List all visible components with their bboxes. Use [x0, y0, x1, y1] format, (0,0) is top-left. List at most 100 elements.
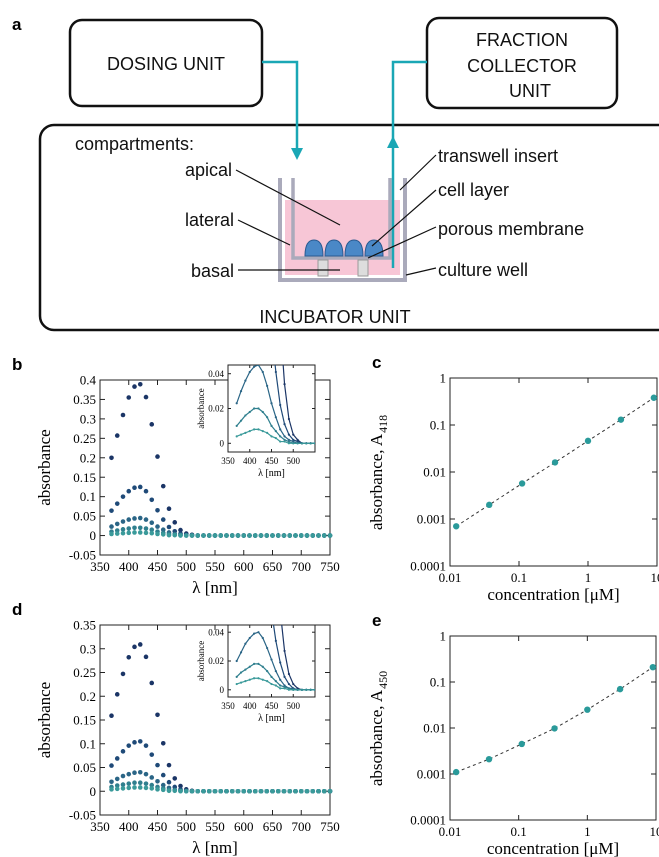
data-point — [132, 485, 137, 491]
data-point — [310, 788, 316, 794]
y-tick-label: 0.2 — [80, 450, 96, 465]
data-point — [244, 333, 246, 335]
data-point — [252, 533, 258, 538]
data-point — [344, 442, 346, 444]
x-tick-label: 350 — [221, 456, 235, 466]
data-point — [344, 689, 346, 691]
data-point — [236, 611, 238, 613]
data-point — [340, 689, 342, 691]
data-point — [397, 689, 399, 691]
x-tick-label: 0.1 — [511, 570, 527, 585]
data-point — [316, 788, 321, 794]
y-axis-label: absorbance — [196, 388, 206, 428]
y-tick-label: 0.04 — [208, 627, 224, 637]
data-point — [401, 442, 403, 444]
data-point — [349, 689, 351, 691]
data-point — [388, 442, 390, 444]
data-point — [266, 360, 268, 362]
data-point — [178, 533, 183, 538]
data-point — [201, 533, 206, 538]
data-point — [109, 787, 114, 792]
data-point — [155, 712, 160, 718]
data-point — [143, 488, 149, 494]
data-point — [160, 772, 166, 778]
data-point — [344, 689, 346, 691]
tubing — [262, 60, 427, 268]
data-point — [331, 689, 333, 691]
arrow — [291, 148, 303, 160]
data-point — [349, 689, 351, 691]
data-point — [649, 663, 657, 671]
data-point — [126, 530, 132, 536]
y-tick-label: 0.1 — [80, 489, 96, 504]
data-point — [275, 533, 281, 538]
data-point — [143, 654, 149, 660]
data-point — [617, 416, 625, 423]
culture-well — [278, 178, 407, 282]
y-tick-label: 0.35 — [73, 618, 96, 633]
x-tick-label: 650 — [263, 819, 283, 834]
data-point — [160, 740, 166, 746]
data-point — [275, 788, 281, 794]
data-point — [241, 533, 247, 538]
x-tick-label: 550 — [205, 559, 225, 574]
y-tick-label: 0.02 — [208, 656, 224, 666]
data-point — [353, 689, 355, 691]
y-tick-label: 0.4 — [80, 373, 97, 388]
x-axis-label: λ [nm] — [192, 578, 238, 597]
data-point — [353, 689, 355, 691]
x-tick-label: 450 — [265, 701, 279, 711]
collector-line: UNIT — [509, 81, 551, 101]
x-tick-label: 750 — [320, 819, 340, 834]
data-point — [137, 769, 143, 775]
data-point — [357, 689, 359, 691]
data-point — [331, 442, 333, 444]
data-point — [397, 689, 399, 691]
data-point — [114, 756, 120, 761]
data-point — [109, 524, 114, 529]
data-point — [137, 780, 143, 785]
data-point — [392, 689, 394, 691]
y-tick-label: -0.05 — [69, 548, 96, 563]
data-point — [120, 519, 126, 524]
data-point — [132, 516, 137, 521]
data-point — [166, 762, 172, 768]
data-point — [224, 533, 229, 538]
data-point — [452, 768, 460, 776]
x-tick-label: 350 — [90, 559, 110, 574]
data-point — [143, 743, 149, 748]
data-point — [397, 442, 399, 444]
data-point — [362, 689, 364, 691]
data-point — [336, 442, 338, 444]
x-tick-label: 0.01 — [439, 824, 462, 839]
data-point — [353, 442, 355, 444]
data-point — [362, 442, 364, 444]
data-point — [331, 689, 333, 691]
data-point — [114, 521, 120, 527]
data-point — [357, 442, 359, 444]
data-point — [298, 533, 304, 538]
data-point — [114, 433, 120, 438]
data-point — [349, 442, 351, 444]
data-point — [401, 689, 403, 691]
data-point — [126, 395, 132, 400]
data-point — [287, 533, 293, 538]
data-point — [120, 412, 126, 418]
data-point — [453, 523, 460, 530]
data-point — [388, 442, 390, 444]
data-point — [349, 689, 351, 691]
x-tick-label: 400 — [243, 456, 257, 466]
data-point — [178, 788, 183, 794]
x-tick-label: 500 — [287, 701, 301, 711]
dosing-unit: DOSING UNIT — [107, 54, 225, 74]
data-point — [357, 689, 359, 691]
data-point — [650, 394, 658, 401]
x-axis-label: concentration [μM] — [487, 585, 619, 604]
y-tick-label: 0 — [220, 685, 225, 695]
data-point — [397, 442, 399, 444]
data-point — [281, 788, 287, 794]
data-point — [155, 454, 160, 459]
data-point — [336, 442, 338, 444]
y-tick-label: 0.04 — [208, 369, 224, 379]
data-point — [362, 689, 364, 691]
